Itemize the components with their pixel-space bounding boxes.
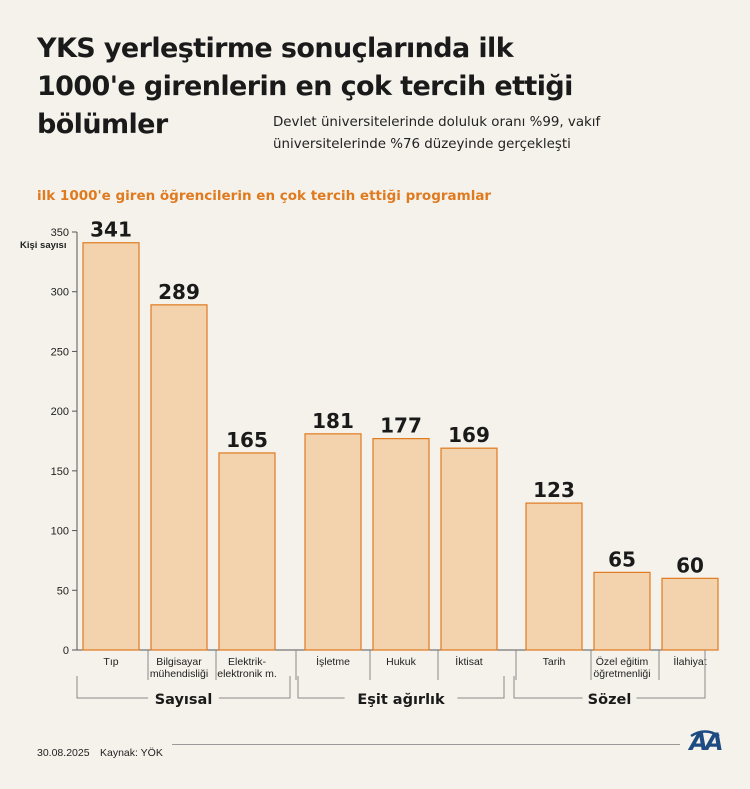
group-label: Sayısal xyxy=(155,692,213,708)
bar-value-label: 341 xyxy=(90,218,132,242)
bar xyxy=(525,502,583,651)
y-tick-label: 300 xyxy=(51,287,69,299)
category-label: Tarih xyxy=(543,656,566,668)
bar xyxy=(218,452,276,651)
group-label: Sözel xyxy=(588,692,632,708)
footer-source: Kaynak: YÖK xyxy=(100,747,163,759)
group-label: Eşit ağırlık xyxy=(357,692,445,708)
bar xyxy=(82,242,140,651)
category-label: İşletme xyxy=(316,655,350,668)
y-tick-label: 100 xyxy=(51,526,69,538)
category-label: Hukuk xyxy=(386,656,417,668)
y-axis-label: Kişi sayısı xyxy=(20,240,66,251)
bar-value-label: 289 xyxy=(158,280,200,304)
bar-value-label: 169 xyxy=(448,423,490,447)
aa-logo-text: AA xyxy=(688,729,722,753)
page-title: YKS yerleştirme sonuçlarında ilk 1000'e … xyxy=(37,33,573,140)
category-label: İlahiyat xyxy=(673,655,706,668)
aa-logo-icon: AA xyxy=(688,729,722,753)
category-label: elektronik m. xyxy=(217,668,277,680)
category-label: Elektrik- xyxy=(228,656,266,668)
category-label: İktisat xyxy=(455,655,483,668)
footer-date: 30.08.2025 xyxy=(37,747,90,759)
y-tick-label: 200 xyxy=(51,406,69,418)
bar-value-label: 60 xyxy=(676,553,704,577)
bar xyxy=(593,571,651,651)
category-label: Tıp xyxy=(103,656,118,668)
bar-value-label: 181 xyxy=(312,409,354,433)
y-tick-label: 350 xyxy=(51,227,69,239)
bar-value-label: 65 xyxy=(608,547,636,571)
category-label: öğretmenliği xyxy=(593,668,650,680)
chart-heading: ilk 1000'e giren öğrencilerin en çok ter… xyxy=(37,188,492,204)
category-label: Bilgisayar xyxy=(156,656,202,668)
bar xyxy=(440,447,498,651)
y-tick-label: 250 xyxy=(51,346,69,358)
footer-divider xyxy=(172,744,680,745)
category-label: Özel eğitim xyxy=(596,656,649,668)
bar-value-label: 165 xyxy=(226,428,268,452)
y-tick-label: 50 xyxy=(57,585,69,597)
category-label: mühendisliği xyxy=(150,668,208,680)
bar xyxy=(150,304,208,651)
bar xyxy=(372,438,430,651)
bar xyxy=(661,577,719,651)
y-tick-label: 150 xyxy=(51,466,69,478)
group-label-background xyxy=(344,688,458,708)
group-label-background xyxy=(148,688,219,708)
page-subtitle: Devlet üniversitelerinde doluluk oranı %… xyxy=(273,115,601,152)
bar xyxy=(304,433,362,651)
bar-value-label: 177 xyxy=(380,414,422,438)
y-tick-label: 0 xyxy=(63,645,69,657)
bar-value-label: 123 xyxy=(533,478,575,502)
group-label-background xyxy=(582,688,637,708)
